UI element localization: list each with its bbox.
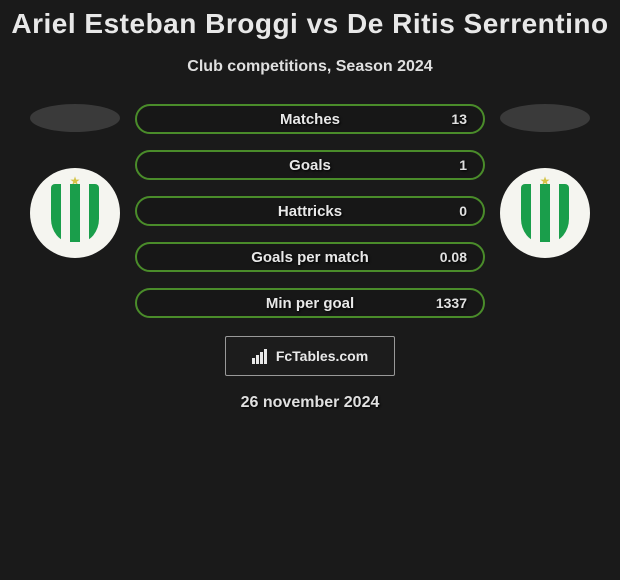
stat-bar-min-per-goal: · Min per goal 1337 [135,288,485,318]
comparison-row: ★ · Matches 13 · Goals 1 · Hattricks 0 ·… [0,104,620,318]
stat-label: Goals per match [251,249,369,266]
player-photo-placeholder-right [500,104,590,132]
stats-column: · Matches 13 · Goals 1 · Hattricks 0 · G… [135,104,485,318]
stat-right-value: 0 [459,203,467,219]
subtitle: Club competitions, Season 2024 [0,58,620,76]
stat-label: Hattricks [278,203,342,220]
player-photo-placeholder-left [30,104,120,132]
stat-bar-hattricks: · Hattricks 0 [135,196,485,226]
page-title: Ariel Esteban Broggi vs De Ritis Serrent… [0,0,620,40]
shield-icon [51,184,99,242]
stat-bar-matches: · Matches 13 [135,104,485,134]
team-left-col: ★ [25,104,125,258]
stat-label: Goals [289,157,331,174]
stat-right-value: 13 [451,111,467,127]
team-right-col: ★ [495,104,595,258]
shield-icon [521,184,569,242]
date-label: 26 november 2024 [0,394,620,412]
stat-right-value: 0.08 [440,249,467,265]
stat-right-value: 1 [459,157,467,173]
team-crest-left: ★ [30,168,120,258]
stat-bar-goals: · Goals 1 [135,150,485,180]
brand-text: FcTables.com [276,348,368,364]
brand-watermark[interactable]: FcTables.com [225,336,395,376]
team-crest-right: ★ [500,168,590,258]
stat-label: Min per goal [266,295,354,312]
bar-chart-icon [252,348,270,364]
stat-right-value: 1337 [436,295,467,311]
stat-bar-goals-per-match: · Goals per match 0.08 [135,242,485,272]
stat-label: Matches [280,111,340,128]
